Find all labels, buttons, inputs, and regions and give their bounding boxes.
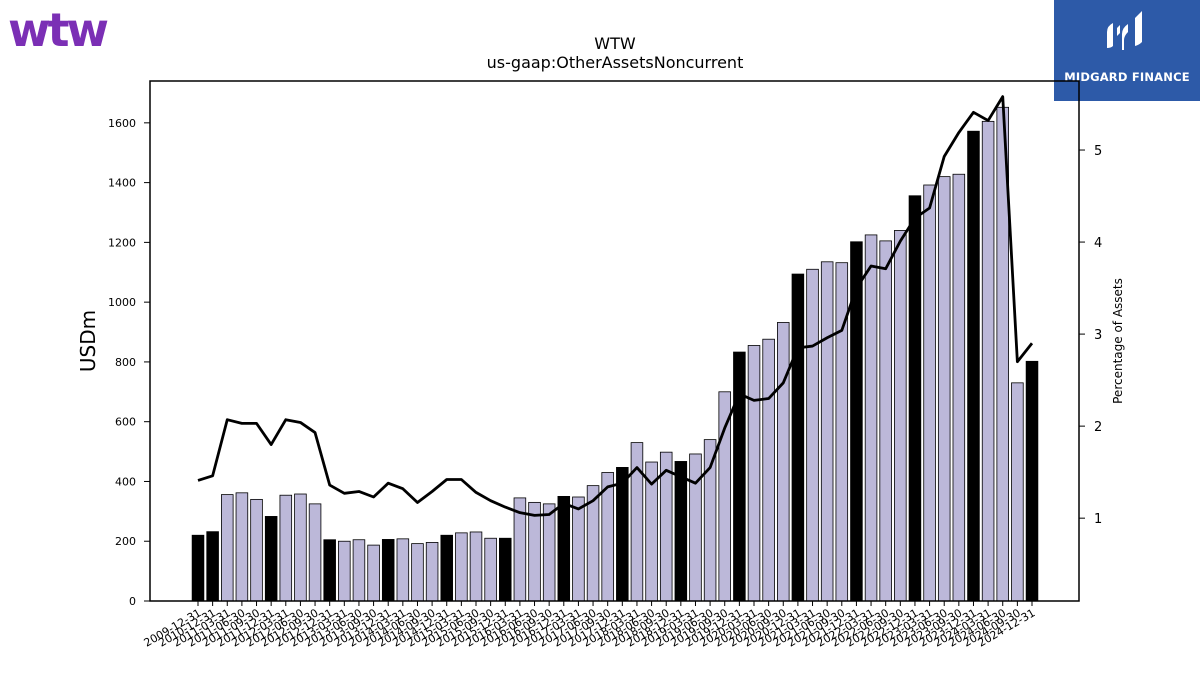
bar — [762, 338, 775, 602]
bar — [806, 268, 819, 602]
bar — [455, 532, 468, 602]
y-axis-label: USDm — [76, 310, 100, 372]
bar — [952, 173, 966, 602]
y-tick-label: 1400 — [108, 177, 136, 190]
bar — [484, 537, 497, 602]
bar — [323, 539, 336, 602]
bar — [279, 494, 293, 602]
y-tick-label: 800 — [115, 356, 136, 369]
bar — [689, 453, 702, 602]
y2-tick-label: 5 — [1094, 144, 1102, 159]
bar — [264, 516, 278, 602]
bar — [967, 130, 980, 602]
bar — [674, 461, 688, 602]
bar — [367, 544, 380, 602]
bar — [206, 531, 219, 602]
bar — [777, 322, 790, 602]
bar — [557, 495, 571, 602]
y-tick-label: 1000 — [108, 296, 136, 309]
bar — [191, 534, 205, 602]
bar — [440, 534, 453, 602]
bar — [235, 492, 249, 602]
y-axis-left: 0 200 400 600 800 1000 1200 1400 1600 — [108, 117, 150, 608]
wtw-logo-mark: wtw — [8, 3, 110, 57]
bar — [1025, 360, 1039, 602]
bar — [747, 345, 761, 602]
bar — [981, 120, 995, 602]
percentage-line — [197, 95, 1034, 517]
bar — [396, 538, 410, 602]
bar — [572, 496, 585, 602]
bar — [908, 195, 922, 602]
bar — [425, 542, 439, 602]
bar — [411, 543, 424, 602]
y-tick-label: 1600 — [108, 117, 136, 130]
wtw-logo-text: wtw — [8, 6, 107, 54]
y2-tick-label: 3 — [1094, 328, 1102, 343]
bar — [835, 262, 849, 602]
bar — [528, 501, 541, 602]
y2-tick-label: 1 — [1094, 512, 1102, 527]
bar — [352, 539, 366, 602]
bar — [1011, 382, 1024, 602]
chart-title: WTW — [594, 34, 636, 53]
bar — [250, 498, 263, 602]
chart-subtitle: us-gaap:OtherAssetsNoncurrent — [487, 53, 744, 72]
x-axis: 2009-12-312010-12-312011-03-312011-06-30… — [142, 601, 1038, 650]
line-series — [197, 95, 1034, 517]
y2-tick-label: 4 — [1094, 236, 1102, 251]
bar — [221, 494, 234, 602]
y-tick-label: 200 — [115, 535, 136, 548]
bar — [294, 493, 307, 602]
bar — [542, 503, 556, 602]
bar — [718, 391, 731, 602]
bar — [733, 351, 746, 602]
bar — [820, 261, 834, 602]
bar — [381, 539, 395, 602]
bar-series — [191, 106, 1039, 602]
bar — [338, 540, 351, 602]
y-tick-label: 1200 — [108, 236, 136, 249]
bar — [499, 537, 512, 602]
bar — [469, 531, 483, 602]
y-tick-label: 0 — [129, 595, 136, 608]
bar — [616, 467, 629, 602]
bar — [879, 240, 892, 602]
plot-frame — [149, 80, 1080, 602]
bar — [937, 176, 951, 602]
y2-axis-label: Percentage of Assets — [1111, 278, 1125, 404]
bar — [923, 184, 936, 602]
bar — [308, 503, 322, 602]
bar — [864, 234, 878, 602]
bar — [894, 230, 907, 602]
bar — [791, 273, 805, 602]
midgard-finance-brand-text: MIDGARD FINANCE — [1064, 70, 1190, 84]
y2-tick-label: 2 — [1094, 420, 1102, 435]
y-tick-label: 400 — [115, 475, 136, 488]
y-axis-right: 1 2 3 4 5 — [1079, 144, 1102, 527]
y-tick-label: 600 — [115, 416, 136, 429]
midgard-emblem-icon — [1107, 11, 1142, 50]
wtw-logo: wtw — [8, 3, 128, 58]
